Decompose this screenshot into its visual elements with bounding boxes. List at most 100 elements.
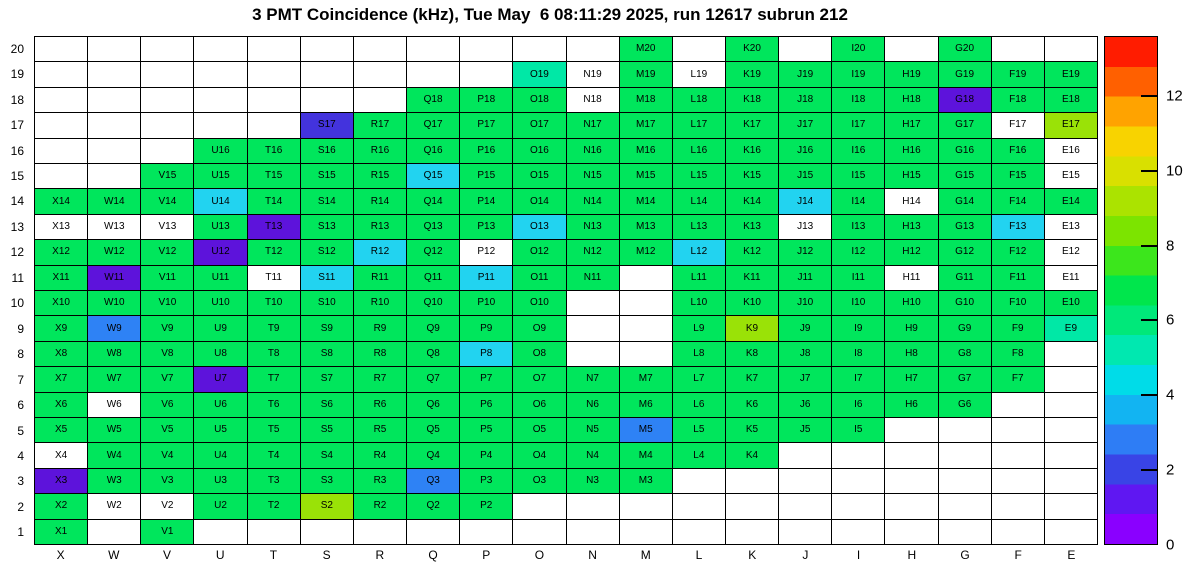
heatmap-cell: L18 [672, 87, 726, 114]
heatmap-cell: V7 [141, 367, 195, 393]
heatmap-cell: E18 [1044, 87, 1098, 114]
heatmap-cell: V10 [141, 290, 195, 317]
heatmap-cell: Q10 [407, 290, 461, 317]
heatmap-cell: K14 [725, 189, 780, 215]
heatmap-cell: N3 [566, 468, 620, 495]
column-label: G [960, 548, 970, 562]
heatmap-cell: L14 [672, 189, 726, 215]
heatmap-cell [991, 37, 1045, 63]
heatmap-cell: Q17 [407, 113, 461, 139]
heatmap-cell: Q9 [407, 316, 461, 342]
column-label: H [907, 548, 917, 562]
heatmap-cell: E10 [1044, 290, 1098, 317]
heatmap-cell: F15 [991, 163, 1045, 190]
heatmap-cell: P16 [460, 138, 514, 164]
heatmap-cell [566, 519, 620, 545]
heatmap-cell [619, 265, 673, 291]
heatmap-cell [1044, 37, 1098, 63]
heatmap-cell: H10 [885, 290, 939, 317]
heatmap-cell: I10 [832, 290, 886, 317]
heatmap-cell: I12 [832, 240, 886, 266]
heatmap-cell [300, 62, 354, 88]
heatmap-cell: F12 [991, 240, 1045, 266]
colorbar-tick-label: 10 [1166, 162, 1183, 180]
heatmap-cell: M7 [619, 367, 673, 393]
colorbar-tick-label: 0 [1166, 536, 1175, 554]
heatmap-cell: W7 [88, 367, 142, 393]
heatmap-cell: I14 [832, 189, 886, 215]
heatmap-cell: L19 [672, 62, 726, 88]
heatmap-cell: T7 [247, 367, 301, 393]
heatmap-cell: N16 [566, 138, 620, 164]
row-label: 3 [17, 474, 24, 489]
heatmap-cell: M16 [619, 138, 673, 164]
row-label: 5 [17, 423, 24, 438]
heatmap-cell [35, 163, 89, 190]
column-label: V [162, 548, 171, 562]
row-label: 12 [10, 245, 24, 260]
heatmap-cell: R15 [353, 163, 408, 190]
heatmap-cell [779, 519, 833, 545]
heatmap-grid: M20 K20 I20 G20 O19 N19 M19 L19 K19 J19 I19 H19 G19 F… [34, 36, 1098, 545]
heatmap-cell: F8 [991, 341, 1045, 368]
heatmap-cell [88, 113, 142, 139]
heatmap-cell: J13 [779, 214, 833, 241]
heatmap-cell: G17 [938, 113, 992, 139]
heatmap-cell: K13 [725, 214, 780, 241]
heatmap-cell: S3 [300, 468, 354, 495]
heatmap-cell: R6 [353, 392, 408, 418]
heatmap-cell [885, 494, 939, 520]
heatmap-cell [991, 417, 1045, 444]
heatmap-cell [566, 290, 620, 317]
heatmap-cell: P5 [460, 417, 514, 444]
heatmap-cell: R2 [353, 494, 408, 520]
heatmap-cell [353, 87, 408, 114]
heatmap-cell: U11 [194, 265, 248, 291]
heatmap-cell: O19 [513, 62, 567, 88]
heatmap-cell: T12 [247, 240, 301, 266]
column-label: T [269, 548, 278, 562]
heatmap-cell [513, 519, 567, 545]
heatmap-cell: I5 [832, 417, 886, 444]
heatmap-cell [88, 37, 142, 63]
heatmap-cell: R8 [353, 341, 408, 368]
heatmap-cell [991, 494, 1045, 520]
heatmap-cell: W14 [88, 189, 142, 215]
heatmap-cell: E11 [1044, 265, 1098, 291]
heatmap-cell: X12 [35, 240, 89, 266]
heatmap-cell: L9 [672, 316, 726, 342]
heatmap-cell [407, 519, 461, 545]
heatmap-cell: R9 [353, 316, 408, 342]
heatmap-cell [885, 468, 939, 495]
heatmap-cell: V11 [141, 265, 195, 291]
heatmap-cell [247, 37, 301, 63]
heatmap-cell: T11 [247, 265, 301, 291]
heatmap-cell: V12 [141, 240, 195, 266]
heatmap-cell: L10 [672, 290, 726, 317]
heatmap-cell [460, 37, 514, 63]
column-label: E [1067, 548, 1076, 562]
heatmap-cell: M13 [619, 214, 673, 241]
heatmap-cell: K6 [725, 392, 780, 418]
heatmap-cell: I16 [832, 138, 886, 164]
heatmap-cell: G12 [938, 240, 992, 266]
heatmap-cell: P11 [460, 265, 514, 291]
heatmap-cell: H13 [885, 214, 939, 241]
heatmap-cell: G14 [938, 189, 992, 215]
heatmap-cell: M4 [619, 443, 673, 469]
heatmap-cell [832, 494, 886, 520]
heatmap-cell: V1 [141, 519, 195, 545]
heatmap-cell: U6 [194, 392, 248, 418]
heatmap-cell: P12 [460, 240, 514, 266]
row-label: 15 [10, 168, 24, 183]
row-label: 8 [17, 347, 24, 362]
heatmap-cell: Q18 [407, 87, 461, 114]
heatmap-cell: O14 [513, 189, 567, 215]
heatmap-cell [300, 519, 354, 545]
heatmap-cell: H7 [885, 367, 939, 393]
heatmap-cell: T3 [247, 468, 301, 495]
heatmap-cell: M18 [619, 87, 673, 114]
column-label: P [482, 548, 491, 562]
heatmap-cell: N13 [566, 214, 620, 241]
heatmap-cell: T9 [247, 316, 301, 342]
